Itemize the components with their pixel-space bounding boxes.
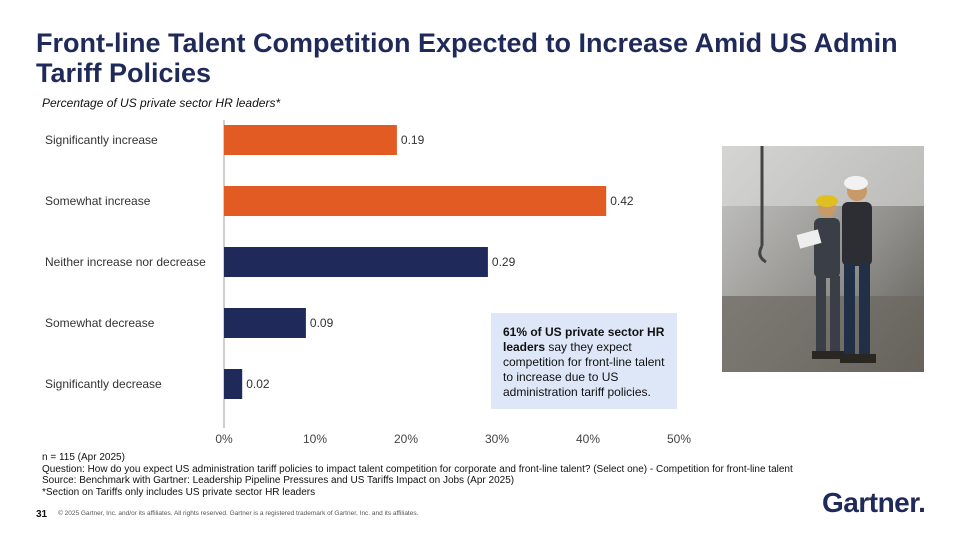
x-tick-label: 30% — [485, 432, 509, 446]
category-label: Significantly decrease — [45, 377, 162, 391]
slide-title: Front-line Talent Competition Expected t… — [36, 28, 898, 88]
workers-photo-icon — [722, 146, 924, 372]
data-label: 0.42 — [610, 194, 634, 208]
gartner-logo: Gartner. — [822, 487, 926, 519]
data-label: 0.02 — [246, 377, 270, 391]
bar — [224, 125, 397, 155]
category-label: Significantly increase — [45, 133, 158, 147]
callout-text: say they expect competition for front-li… — [503, 340, 665, 399]
note-section: *Section on Tariffs only includes US pri… — [42, 486, 316, 498]
category-label: Neither increase nor decrease — [45, 255, 206, 269]
x-tick-label: 20% — [394, 432, 418, 446]
bar — [224, 186, 607, 216]
x-tick-label: 40% — [576, 432, 600, 446]
category-label: Somewhat increase — [45, 194, 151, 208]
logo-dot: . — [918, 487, 926, 518]
logo-text: Gartner — [822, 487, 919, 518]
page-number: 31 — [36, 509, 48, 520]
data-label: 0.19 — [401, 133, 425, 147]
note-question: Question: How do you expect US administr… — [42, 463, 793, 475]
x-tick-label: 0% — [215, 432, 233, 446]
bar — [224, 369, 243, 399]
bar-chart: Significantly increase 0.19 Somewhat incre… — [45, 120, 691, 446]
bar — [224, 308, 306, 338]
note-sample-size: n = 115 (Apr 2025) — [42, 452, 125, 463]
x-tick-label: 10% — [303, 432, 327, 446]
x-tick-label: 50% — [667, 432, 691, 446]
chart-subtitle: Percentage of US private sector HR leade… — [42, 96, 281, 110]
bar — [224, 247, 488, 277]
note-source: Source: Benchmark with Gartner: Leadersh… — [42, 475, 515, 487]
copyright: © 2025 Gartner, Inc. and/or its affiliat… — [58, 510, 419, 517]
data-label: 0.29 — [492, 255, 516, 269]
footnotes: n = 115 (Apr 2025) Question: How do you … — [42, 452, 793, 498]
category-label: Somewhat decrease — [45, 316, 155, 330]
callout-bold-text: 61% of US private sector HR leaders — [503, 325, 665, 354]
data-label: 0.09 — [310, 316, 334, 330]
callout-box: 61% of US private sector HR leaders say … — [491, 313, 677, 409]
